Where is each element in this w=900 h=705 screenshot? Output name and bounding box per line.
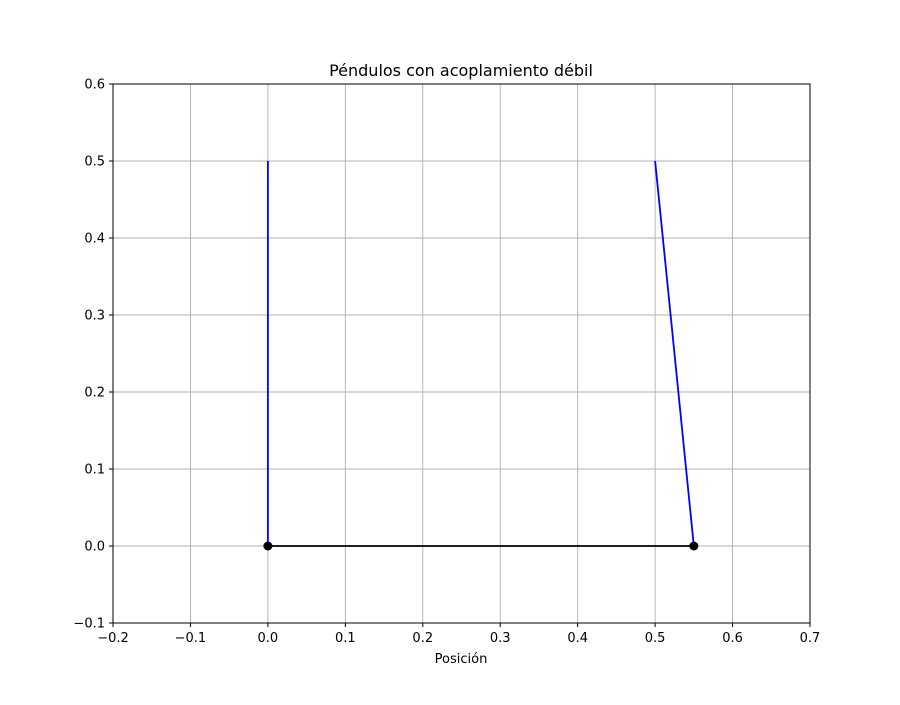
- x-tick-label: 0.0: [258, 631, 279, 646]
- x-tick-label: 0.5: [645, 631, 666, 646]
- series-layer: [266, 160, 695, 547]
- points-layer: [263, 541, 699, 551]
- y-tick-label: 0.5: [84, 155, 105, 170]
- x-axis-title: Posición: [435, 652, 488, 667]
- x-tick-label: 0.1: [335, 631, 356, 646]
- x-tick-label: 0.4: [567, 631, 588, 646]
- string-line: [654, 160, 695, 547]
- y-tick-label: 0.4: [84, 232, 105, 247]
- x-tick-label: −0.2: [97, 631, 129, 646]
- chart-title: Péndulos con acoplamiento débil: [329, 61, 593, 80]
- y-tick-label: 0.2: [84, 386, 105, 401]
- y-tick-label: 0.6: [84, 78, 105, 93]
- plot-frame: [112, 83, 811, 624]
- y-tick-label: −0.1: [73, 617, 105, 632]
- x-tick-label: 0.2: [412, 631, 433, 646]
- x-tick-label: 0.7: [800, 631, 821, 646]
- y-axis: −0.1 0.0 0.1 0.2 0.3 0.4 0.5 0.6: [73, 78, 113, 632]
- x-tick-label: 0.3: [490, 631, 511, 646]
- pendulum-bob: [263, 541, 273, 551]
- pendulum-bob: [689, 541, 699, 551]
- y-tick-label: 0.0: [84, 540, 105, 555]
- x-tick-label: 0.6: [722, 631, 743, 646]
- y-tick-label: 0.1: [84, 463, 105, 478]
- y-tick-label: 0.3: [84, 309, 105, 324]
- x-tick-label: −0.1: [175, 631, 207, 646]
- x-axis: −0.2 −0.1 0.0 0.1 0.2 0.3 0.4 0.5 0.6 0.7: [97, 623, 820, 646]
